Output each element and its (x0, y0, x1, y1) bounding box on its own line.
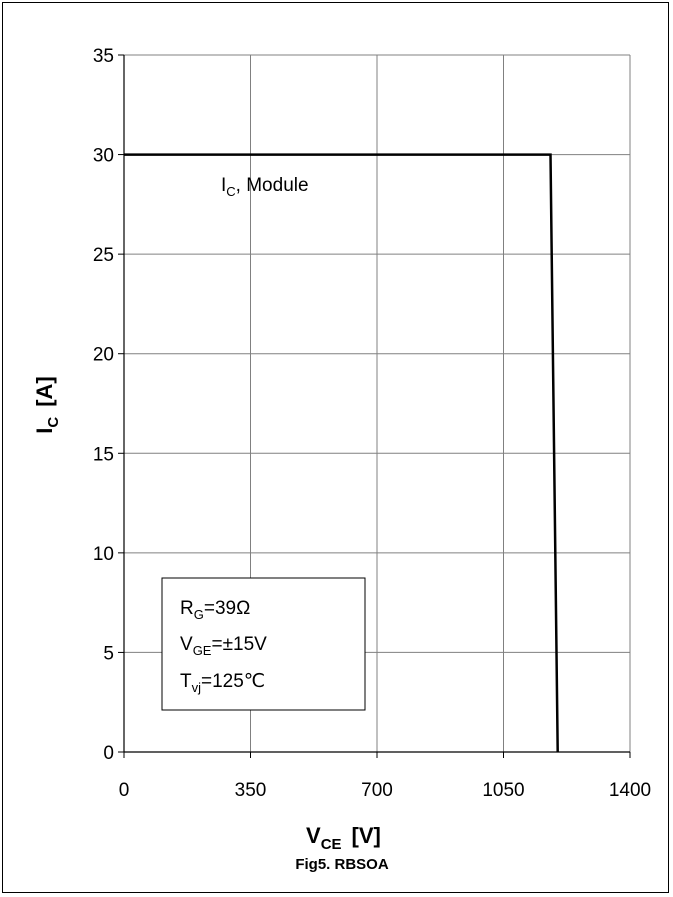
y-tick-label: 5 (103, 643, 114, 664)
x-tick-label: 1400 (609, 780, 651, 801)
condition-vge: VGE=±15V (180, 634, 267, 658)
x-tick-label: 0 (119, 780, 130, 801)
condition-tvj: Tvj=125℃ (180, 671, 265, 695)
series-label: IC, Module (221, 175, 309, 199)
conditions-box (161, 577, 366, 711)
y-tick-label: 0 (103, 743, 114, 764)
figure-caption: Fig5. RBSOA (295, 856, 389, 873)
y-tick-label: 25 (93, 245, 114, 266)
series-line-ic-module (124, 153, 559, 753)
y-tick-label: 15 (93, 444, 114, 465)
y-tick-label: 10 (93, 544, 114, 565)
x-tick-labels: 0 350 700 1050 1400 (119, 780, 651, 801)
condition-rg: RG=39Ω (180, 598, 250, 622)
y-axis-label: IC[A] (32, 376, 62, 434)
y-tick-label: 30 (93, 146, 114, 167)
plot-area (123, 55, 630, 753)
y-tick-label: 35 (93, 46, 114, 67)
x-tick-label: 350 (235, 780, 267, 801)
series-lines (124, 153, 559, 753)
x-tick-label: 700 (361, 780, 393, 801)
x-tick-label: 1050 (482, 780, 524, 801)
y-tick-label: 20 (93, 345, 114, 366)
y-tick-labels: 0 5 10 15 20 25 30 35 (93, 46, 114, 764)
x-axis-label: VCE [V] (306, 823, 381, 853)
